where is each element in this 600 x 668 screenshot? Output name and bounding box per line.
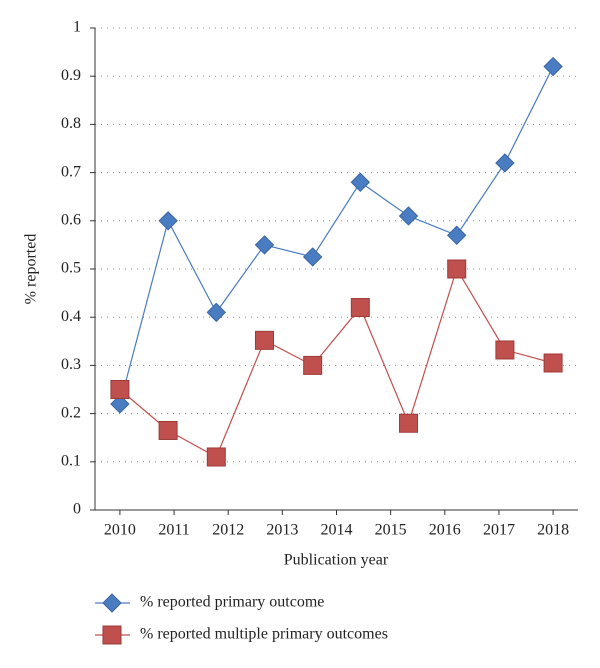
point	[158, 211, 178, 231]
point	[110, 394, 130, 414]
x-tick-label: 2015	[375, 522, 407, 539]
point	[254, 330, 274, 350]
point	[302, 247, 323, 267]
legend-marker	[102, 625, 122, 645]
legend-label: % reported primary outcome	[140, 594, 324, 611]
point	[398, 206, 419, 226]
series-line	[119, 267, 554, 458]
point	[447, 225, 467, 245]
x-axis-label: Publication year	[284, 552, 389, 569]
legend-marker	[102, 593, 122, 613]
y-tick-label: 0.6	[61, 211, 81, 228]
x-tick-label: 2016	[429, 522, 461, 539]
series-line	[119, 66, 554, 405]
point	[206, 447, 226, 467]
point	[495, 340, 515, 360]
point	[495, 153, 515, 173]
point	[254, 235, 275, 255]
x-tick-label: 2018	[537, 522, 569, 539]
legend-label: % reported multiple primary outcomes	[140, 626, 388, 643]
point	[399, 413, 419, 433]
point	[543, 56, 563, 77]
x-tick-label: 2011	[158, 522, 189, 539]
y-tick-label: 0.1	[61, 452, 81, 469]
y-tick-label: 0.9	[61, 67, 81, 84]
point	[543, 353, 563, 373]
x-tick-label: 2017	[483, 522, 515, 539]
y-tick-label: 0.3	[61, 356, 81, 373]
y-axis-label: % reported	[23, 234, 40, 305]
y-tick-label: 1	[73, 19, 81, 36]
point	[303, 355, 323, 375]
x-tick-label: 2010	[104, 522, 136, 539]
y-tick-label: 0.5	[61, 260, 81, 277]
point	[350, 298, 370, 318]
x-tick-label: 2013	[266, 522, 298, 539]
y-tick-label: 0.4	[61, 308, 81, 325]
point	[158, 420, 178, 440]
y-tick-label: 0	[73, 501, 81, 518]
x-tick-label: 2012	[212, 522, 244, 539]
point	[350, 172, 371, 192]
y-tick-label: 0.7	[61, 163, 81, 180]
point	[447, 259, 467, 279]
y-tick-label: 0.2	[61, 404, 81, 421]
x-tick-label: 2014	[321, 522, 353, 539]
y-tick-label: 0.8	[61, 115, 81, 132]
point	[110, 380, 130, 399]
point	[206, 302, 226, 323]
